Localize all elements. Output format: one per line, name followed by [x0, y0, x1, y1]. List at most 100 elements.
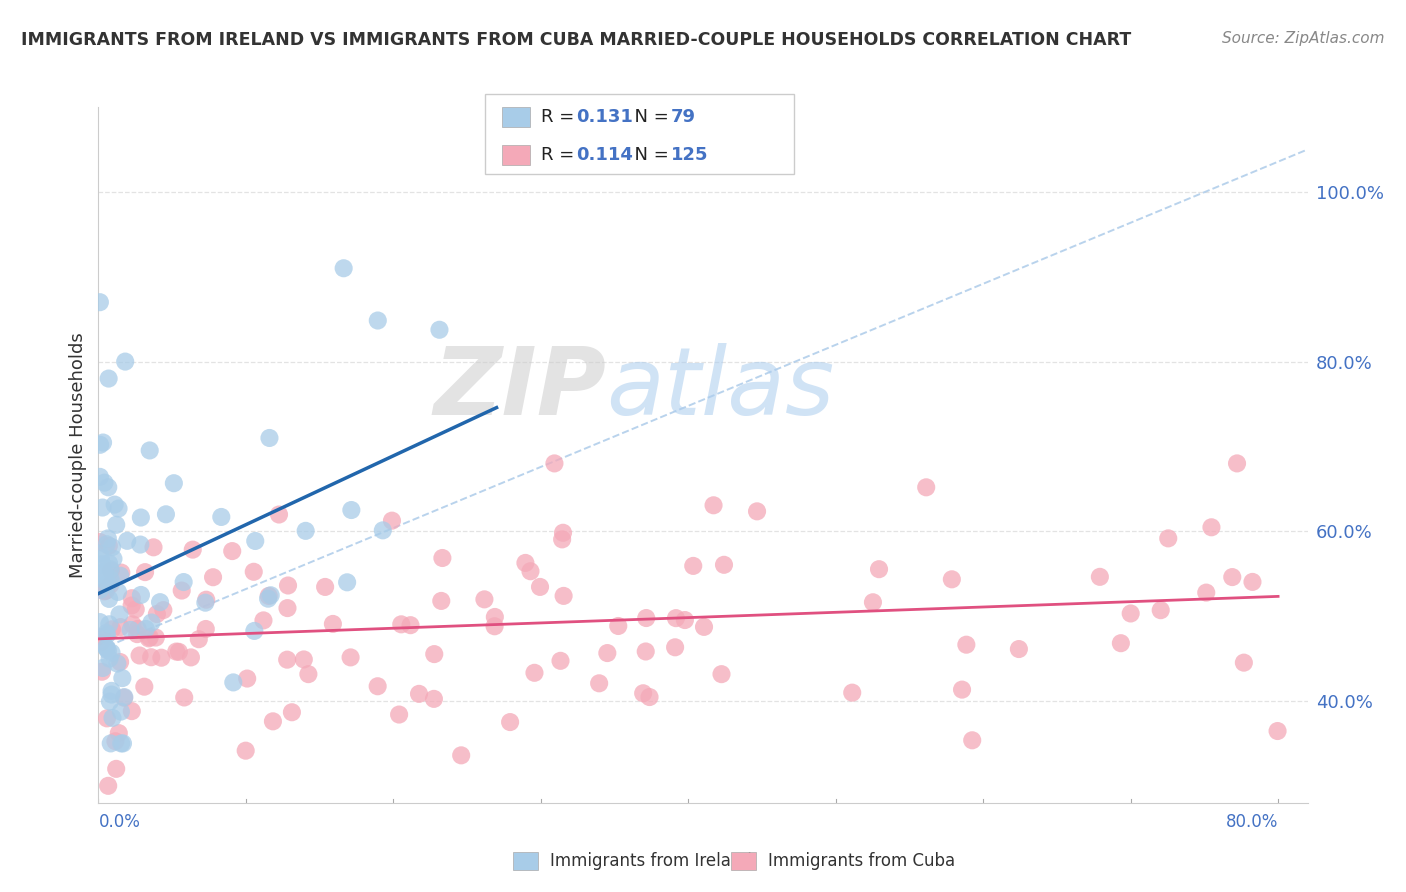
Point: [322, 616, 344, 631]
Point: [100, 573, 122, 587]
Point: [97, 371, 120, 385]
Text: atlas: atlas: [606, 343, 835, 434]
Text: Immigrants from Ireland: Immigrants from Ireland: [550, 852, 752, 870]
Point: [97, 539, 120, 553]
Point: [596, 646, 619, 660]
Point: [93, 475, 115, 490]
Point: [101, 622, 124, 636]
Point: [915, 480, 938, 494]
Point: [484, 619, 506, 633]
Point: [89, 615, 111, 629]
Point: [550, 654, 572, 668]
Text: R =: R =: [541, 108, 581, 126]
Point: [134, 565, 156, 579]
Point: [257, 591, 280, 606]
Point: [110, 566, 132, 580]
Point: [408, 687, 430, 701]
Point: [276, 601, 298, 615]
Point: [202, 570, 225, 584]
Point: [236, 672, 259, 686]
Point: [693, 620, 716, 634]
Point: [588, 676, 610, 690]
Point: [129, 537, 152, 551]
Point: [1220, 570, 1243, 584]
Point: [107, 501, 129, 516]
Point: [332, 261, 354, 276]
Point: [105, 657, 128, 671]
Point: [519, 564, 541, 578]
Point: [262, 714, 284, 729]
Point: [89, 535, 111, 549]
Point: [638, 690, 661, 704]
Point: [260, 588, 283, 602]
Point: [93, 567, 115, 582]
Point: [96, 628, 118, 642]
Point: [515, 556, 537, 570]
Point: [682, 558, 704, 573]
Point: [955, 638, 977, 652]
Point: [1241, 574, 1264, 589]
Point: [111, 671, 134, 685]
Point: [93, 566, 115, 580]
Point: [499, 714, 522, 729]
Point: [474, 592, 496, 607]
Point: [181, 542, 204, 557]
Point: [149, 595, 172, 609]
Point: [110, 705, 132, 719]
Point: [98, 578, 121, 592]
Point: [173, 690, 195, 705]
Point: [104, 734, 127, 748]
Point: [1201, 520, 1223, 534]
Point: [142, 541, 165, 555]
Point: [103, 551, 125, 566]
Point: [423, 647, 446, 661]
Point: [281, 705, 304, 719]
Point: [163, 476, 186, 491]
Point: [703, 498, 725, 512]
Point: [105, 762, 128, 776]
Point: [96, 537, 118, 551]
Point: [242, 565, 264, 579]
Point: [551, 525, 574, 540]
Point: [108, 655, 131, 669]
Point: [276, 653, 298, 667]
Point: [141, 615, 163, 630]
Point: [94, 583, 117, 598]
Point: [98, 617, 121, 632]
Point: [121, 704, 143, 718]
Point: [389, 617, 412, 632]
Point: [90, 635, 112, 649]
Point: [145, 631, 167, 645]
Point: [195, 592, 218, 607]
Point: [127, 622, 149, 636]
Point: [257, 589, 280, 603]
Point: [450, 748, 472, 763]
Point: [121, 617, 143, 632]
Point: [112, 690, 135, 705]
Point: [97, 643, 120, 657]
Point: [94, 640, 117, 655]
Text: 125: 125: [671, 146, 709, 164]
Point: [340, 503, 363, 517]
Point: [138, 443, 160, 458]
Point: [950, 682, 973, 697]
Point: [180, 650, 202, 665]
Point: [96, 626, 118, 640]
Point: [170, 583, 193, 598]
Point: [110, 620, 132, 634]
Point: [339, 650, 361, 665]
Point: [235, 744, 257, 758]
Point: [607, 619, 630, 633]
Point: [543, 457, 565, 471]
Point: [97, 577, 120, 591]
Point: [381, 514, 404, 528]
Point: [100, 646, 122, 660]
Point: [429, 323, 451, 337]
Point: [713, 558, 735, 572]
Text: N =: N =: [623, 146, 675, 164]
Point: [209, 510, 232, 524]
Point: [484, 610, 506, 624]
Point: [105, 517, 128, 532]
Point: [104, 498, 127, 512]
Point: [97, 779, 120, 793]
